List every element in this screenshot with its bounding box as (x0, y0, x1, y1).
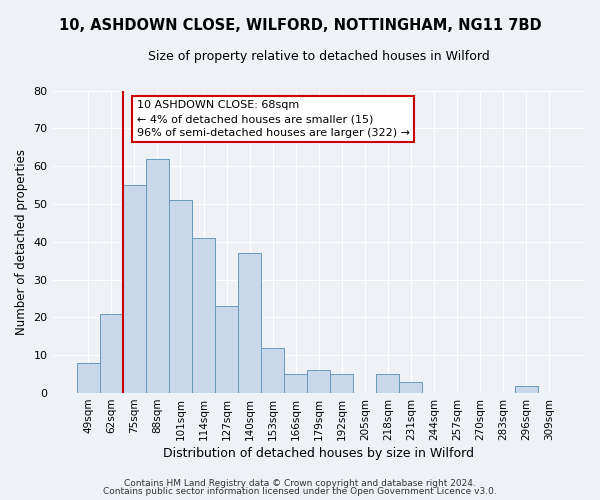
Bar (400, 382, 422, 393)
Bar (515, 386, 538, 393)
Bar (215, 306, 238, 393)
Bar (192, 238, 215, 393)
Bar (123, 185, 146, 393)
Title: Size of property relative to detached houses in Wilford: Size of property relative to detached ho… (148, 50, 490, 63)
Y-axis label: Number of detached properties: Number of detached properties (15, 149, 28, 335)
Bar (307, 370, 330, 393)
Bar (330, 374, 353, 393)
Bar (77, 363, 100, 393)
X-axis label: Distribution of detached houses by size in Wilford: Distribution of detached houses by size … (163, 447, 474, 460)
Text: Contains HM Land Registry data © Crown copyright and database right 2024.: Contains HM Land Registry data © Crown c… (124, 478, 476, 488)
Bar (100, 314, 123, 393)
Text: 10 ASHDOWN CLOSE: 68sqm
← 4% of detached houses are smaller (15)
96% of semi-det: 10 ASHDOWN CLOSE: 68sqm ← 4% of detached… (137, 100, 410, 138)
Bar (146, 158, 169, 393)
Bar (284, 374, 307, 393)
Bar (169, 200, 192, 393)
Bar (376, 374, 400, 393)
Text: Contains public sector information licensed under the Open Government Licence v3: Contains public sector information licen… (103, 487, 497, 496)
Text: 10, ASHDOWN CLOSE, WILFORD, NOTTINGHAM, NG11 7BD: 10, ASHDOWN CLOSE, WILFORD, NOTTINGHAM, … (59, 18, 541, 32)
Bar (261, 348, 284, 393)
Bar (238, 253, 261, 393)
